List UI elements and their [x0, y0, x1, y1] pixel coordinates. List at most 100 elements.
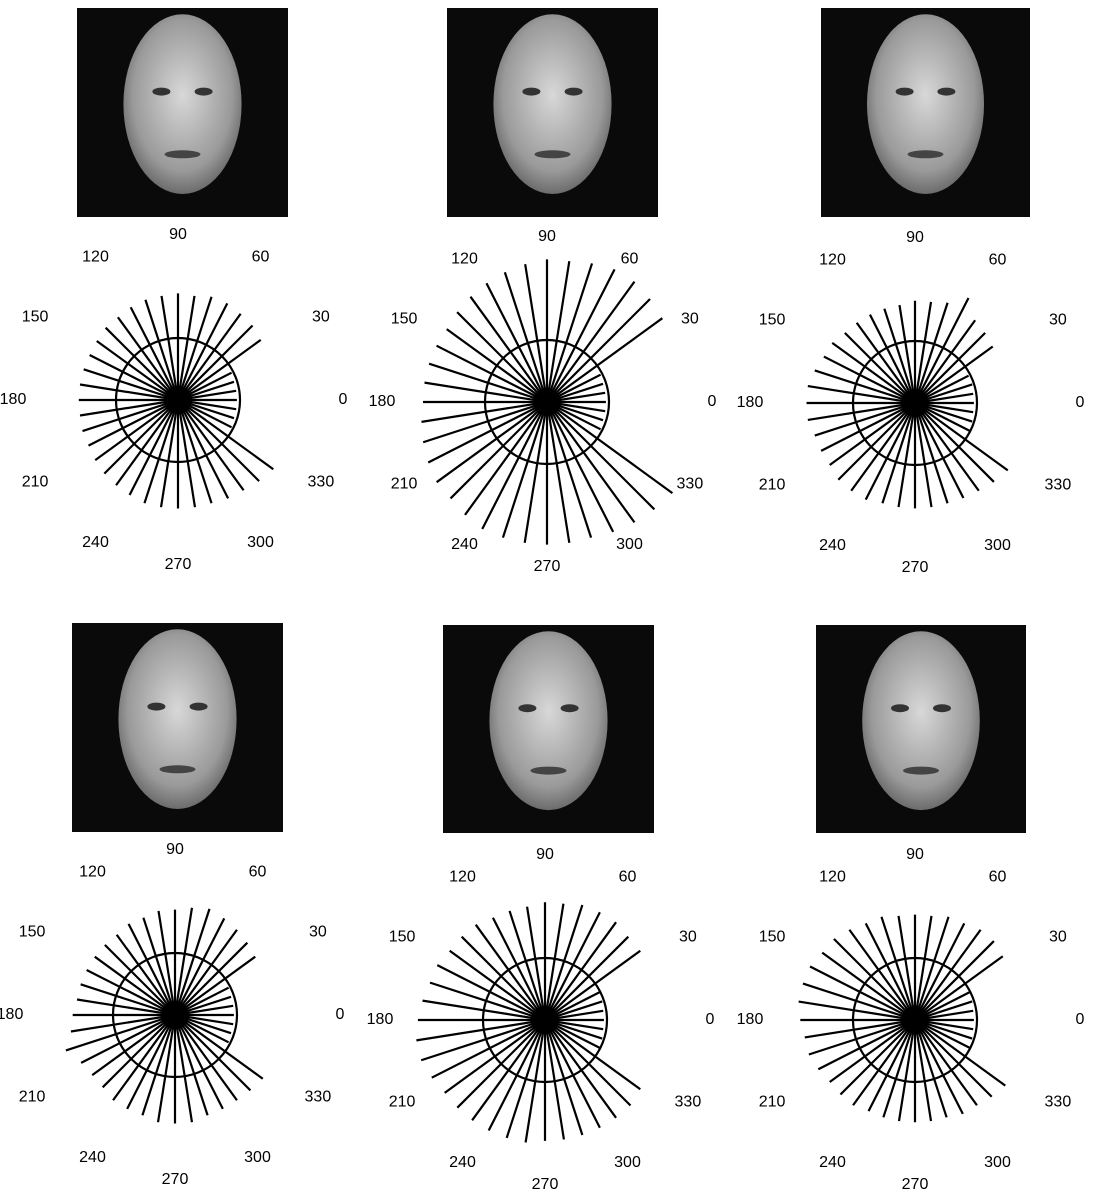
spoke	[915, 403, 979, 491]
angle-tick-label: 30	[312, 309, 330, 326]
angle-tick-label: 90	[906, 229, 924, 246]
angle-tick-label: 210	[22, 474, 49, 491]
spoke	[95, 400, 178, 460]
angle-tick-label: 150	[759, 929, 786, 946]
eye	[565, 88, 583, 96]
face-image	[447, 8, 658, 217]
face-image	[821, 8, 1030, 217]
angle-tick-label: 270	[534, 558, 561, 575]
spoke	[175, 930, 237, 1015]
angle-tick-label: 240	[819, 537, 846, 554]
spoke	[832, 343, 915, 403]
angle-tick-label: 330	[305, 1089, 332, 1106]
angle-tick-label: 270	[532, 1176, 559, 1192]
mouth	[535, 150, 571, 158]
angle-tick-label: 240	[819, 1154, 846, 1171]
spoke	[547, 263, 592, 402]
angle-tick-label: 120	[82, 248, 109, 265]
face	[493, 14, 611, 194]
angle-tick-label: 0	[339, 391, 348, 408]
angle-tick-label: 180	[737, 1011, 764, 1028]
spoke	[178, 314, 241, 400]
eye	[522, 88, 540, 96]
angle-tick-label: 30	[309, 924, 327, 941]
spoke	[857, 323, 915, 403]
spoke	[175, 1015, 263, 1079]
angle-tick-label: 240	[79, 1149, 106, 1166]
spoke	[178, 400, 244, 490]
spoke	[547, 402, 591, 538]
angle-tick-label: 330	[1045, 477, 1072, 494]
angle-tick-label: 60	[249, 863, 267, 880]
angle-tick-label: 120	[451, 250, 478, 267]
angle-tick-label: 180	[0, 1006, 23, 1023]
eye	[891, 704, 909, 712]
angle-tick-label: 90	[906, 846, 924, 863]
angle-tick-label: 30	[681, 311, 699, 328]
face	[862, 631, 980, 810]
angle-tick-label: 240	[451, 536, 478, 553]
polar-plot: 0306090120150180210240270300330	[0, 226, 348, 573]
angle-tick-label: 0	[708, 393, 717, 410]
spoke	[113, 1015, 175, 1100]
polar-plot: 0306090120150180210240270300330	[737, 229, 1085, 576]
spoke	[915, 403, 1008, 470]
spoke	[451, 402, 547, 498]
polar-plot: 0306090120150180210240270300330	[367, 846, 715, 1192]
eye	[933, 704, 951, 712]
angle-tick-label: 240	[449, 1154, 476, 1171]
spoke	[830, 1020, 915, 1082]
spoke	[117, 935, 175, 1015]
spoke	[915, 956, 1003, 1020]
angle-tick-label: 30	[1049, 312, 1067, 329]
face	[118, 629, 236, 809]
mouth	[160, 765, 196, 773]
face-image	[816, 625, 1026, 833]
spoke	[97, 341, 178, 400]
center-hub	[901, 1006, 929, 1034]
spoke	[915, 930, 981, 1020]
spoke	[178, 400, 273, 469]
spoke	[545, 1020, 640, 1089]
angle-tick-label: 210	[19, 1089, 46, 1106]
spoke	[470, 297, 547, 402]
angle-tick-label: 150	[391, 311, 418, 328]
face	[867, 14, 984, 194]
mouth	[531, 767, 567, 775]
angle-tick-label: 150	[389, 929, 416, 946]
spoke	[450, 951, 545, 1020]
angle-tick-label: 90	[536, 846, 554, 863]
spoke	[853, 1020, 915, 1105]
angle-tick-label: 0	[1076, 394, 1085, 411]
angle-tick-label: 180	[367, 1011, 394, 1028]
center-hub	[533, 388, 561, 416]
spoke	[95, 957, 175, 1015]
angle-tick-label: 330	[677, 476, 704, 493]
figure: 0306090120150180210240270300330030609012…	[0, 0, 1099, 1192]
eye	[195, 88, 213, 96]
angle-tick-label: 120	[449, 868, 476, 885]
spoke	[915, 1020, 977, 1105]
angle-tick-label: 300	[984, 537, 1011, 554]
angle-tick-label: 30	[1049, 929, 1067, 946]
angle-tick-label: 300	[247, 534, 274, 551]
center-hub	[901, 389, 929, 417]
spoke	[915, 320, 975, 403]
spoke	[437, 402, 547, 482]
face	[489, 631, 607, 810]
spoke	[503, 402, 547, 538]
angle-tick-label: 60	[989, 868, 1007, 885]
angle-tick-label: 150	[759, 312, 786, 329]
spoke	[547, 402, 654, 509]
angle-tick-label: 150	[22, 309, 49, 326]
mouth	[903, 767, 939, 775]
spoke	[476, 925, 545, 1020]
polar-plot: 0306090120150180210240270300330	[737, 846, 1085, 1192]
angle-tick-label: 270	[165, 556, 192, 573]
eye	[518, 704, 536, 712]
angle-tick-label: 180	[369, 393, 396, 410]
angle-tick-label: 330	[675, 1094, 702, 1111]
angle-tick-label: 180	[0, 391, 26, 408]
spoke	[547, 402, 672, 493]
